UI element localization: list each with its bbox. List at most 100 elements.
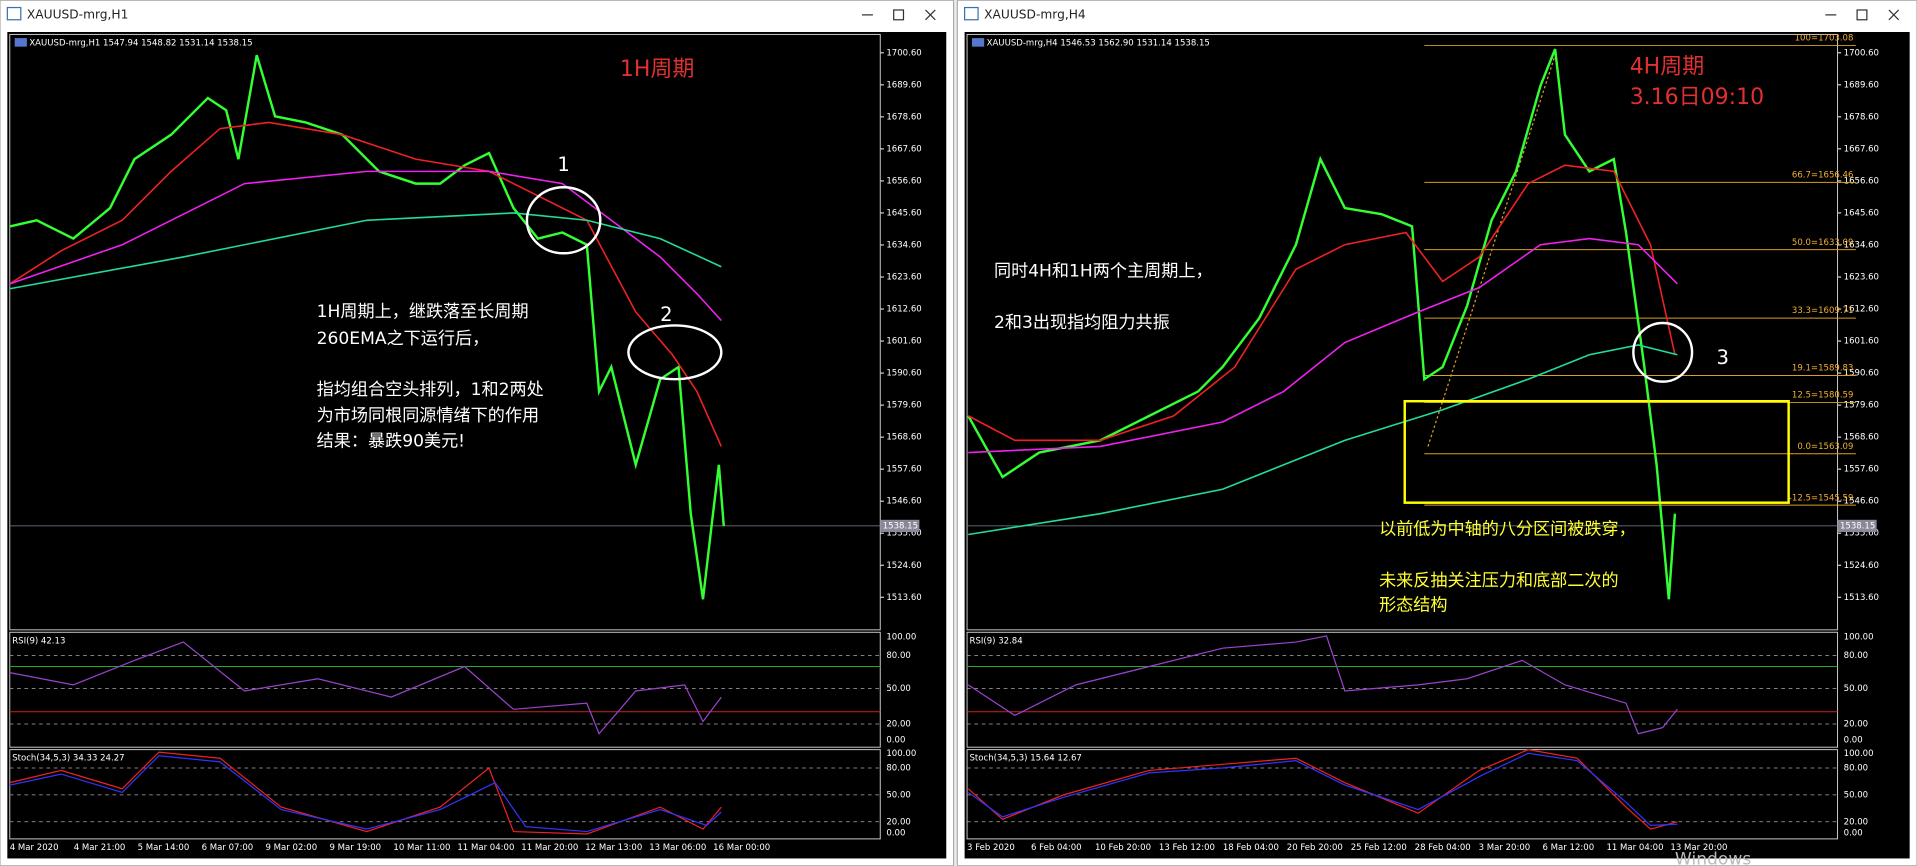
date-label: 16 Mar 00:00 [713, 843, 770, 853]
price-label: 1700.60 [886, 48, 921, 58]
ema-teal [9, 212, 722, 290]
current-price: 1538.15 [883, 521, 918, 531]
marker-circle [627, 324, 723, 381]
date-label: 3 Mar 20:00 [1479, 843, 1531, 853]
fib-label: 19.1=1589.83 [1792, 364, 1854, 374]
date-label: 5 Mar 14:00 [138, 843, 190, 853]
marker-label: 3 [1716, 346, 1728, 369]
price-label: 1557.60 [1844, 465, 1879, 475]
price-label: 1513.60 [1844, 593, 1879, 603]
chart-area [964, 31, 1910, 859]
window-title: XAUUSD-mrg,H4 [984, 7, 1086, 21]
date-label: 13 Mar 06:00 [649, 843, 706, 853]
price-label: 1601.60 [1844, 337, 1879, 347]
stoch-signal [967, 752, 1678, 827]
price-label: 1601.60 [886, 337, 921, 347]
price-label: 1524.60 [886, 561, 921, 571]
annotation: 以前低为中轴的八分区间被跌穿， [1379, 520, 1636, 540]
close-button[interactable] [925, 9, 936, 21]
annotation: 结果：暴跌90美元! [317, 432, 465, 452]
price-label: 1524.60 [1844, 561, 1879, 571]
stoch-label: 0.00 [1844, 828, 1863, 838]
period-label: 1H周期 [620, 57, 695, 82]
date-label: 13 Feb 12:00 [1159, 843, 1215, 853]
rsi-line [9, 641, 722, 735]
panel-border [966, 631, 1839, 748]
close-button[interactable] [1888, 9, 1900, 21]
price-label: 1634.60 [1844, 240, 1879, 250]
current-price-box [1837, 519, 1877, 533]
date-label: 3 Feb 2020 [967, 843, 1015, 853]
stoch-label: 50.00 [886, 790, 910, 800]
price-label: 1535.60 [886, 529, 921, 539]
rsi-header: RSI(9) 42.13 [12, 636, 65, 646]
date-label: 6 Mar 12:00 [1543, 843, 1595, 853]
price-label: 1700.60 [1844, 48, 1879, 58]
annotation: 同时4H和1H两个主周期上， [994, 262, 1213, 282]
price-label: 1645.60 [1844, 208, 1879, 218]
rsi-label: 50.00 [1844, 684, 1868, 694]
ema-red [9, 121, 723, 447]
price-label: 1667.60 [886, 144, 921, 154]
rsi-label: 20.00 [1844, 719, 1868, 729]
time-label: 3.16日09:10 [1630, 85, 1764, 110]
date-label: 18 Feb 04:00 [1223, 843, 1279, 853]
rsi-label: 80.00 [1844, 651, 1868, 661]
current-price-box [880, 519, 920, 533]
stoch-label: 100.00 [1844, 749, 1874, 759]
range-box [1403, 399, 1790, 504]
panel-border [9, 631, 881, 748]
annotation: 形态结构 [1379, 595, 1447, 615]
annotation: 未来反抽关注压力和底部二次的 [1379, 571, 1619, 591]
watermark: Windows [1675, 850, 1751, 866]
stoch-header: Stoch(34,5,3) 34.33 24.27 [12, 754, 124, 764]
date-label: 11 Mar 04:00 [457, 843, 514, 853]
price-label: 1546.60 [886, 497, 921, 507]
date-label: 13 Mar 20:00 [1670, 843, 1727, 853]
price-label: 1667.60 [1844, 144, 1879, 154]
chart-header: XAUUSD-mrg,H1 1547.94 1548.82 1531.14 15… [29, 38, 252, 48]
fib-label: -12.5=1545.59 [1789, 493, 1854, 503]
app-icon [964, 6, 979, 21]
price-label: 1689.60 [1844, 80, 1879, 90]
maximize-button[interactable] [1856, 9, 1868, 21]
chart-header: XAUUSD-mrg,H4 1546.53 1562.90 1531.14 15… [987, 38, 1210, 48]
date-label: 20 Feb 20:00 [1287, 843, 1343, 853]
rsi-header: RSI(9) 32.84 [970, 636, 1023, 646]
price-label: 1689.60 [886, 80, 921, 90]
ema-red [967, 164, 1676, 442]
price-label: 1612.60 [886, 305, 921, 315]
price-line [9, 54, 725, 600]
annotation: 2和3出现指均阻力共振 [994, 313, 1170, 333]
fib-label: 100=1703.08 [1795, 34, 1854, 44]
annotation: 为市场同根同源情绪下的作用 [317, 406, 539, 426]
maximize-button[interactable] [893, 9, 905, 21]
rsi-label: 50.00 [886, 684, 910, 694]
price-label: 1645.60 [886, 208, 921, 218]
ema-magenta [9, 170, 722, 322]
stoch-label: 80.00 [886, 763, 910, 773]
price-label: 1678.60 [1844, 112, 1879, 122]
ema-magenta [968, 237, 1678, 454]
date-label: 6 Mar 07:00 [202, 843, 254, 853]
stoch-label: 0.00 [886, 828, 905, 838]
rsi-label: 80.00 [886, 651, 910, 661]
price-label: 1623.60 [886, 272, 921, 282]
date-label: 6 Feb 04:00 [1031, 843, 1082, 853]
date-label: 10 Mar 11:00 [393, 843, 450, 853]
fib-label: 12.5=1580.59 [1792, 391, 1854, 401]
date-label: 10 Feb 20:00 [1095, 843, 1151, 853]
annotation: 指均组合空头排列，1和2两处 [317, 380, 544, 400]
stoch-header: Stoch(34,5,3) 15.64 12.67 [970, 754, 1082, 764]
date-label: 9 Mar 02:00 [266, 843, 318, 853]
fib-label: 0.0=1563.09 [1797, 442, 1853, 452]
price-label: 1579.60 [886, 401, 921, 411]
price-label: 1568.60 [886, 433, 921, 443]
price-label: 1612.60 [1844, 305, 1879, 315]
rsi-label: 20.00 [886, 719, 910, 729]
header-icon [971, 38, 985, 47]
price-label: 1678.60 [886, 112, 921, 122]
current-price: 1538.15 [1840, 521, 1875, 531]
marker-label: 2 [660, 303, 672, 326]
price-label: 1546.60 [1844, 497, 1879, 507]
